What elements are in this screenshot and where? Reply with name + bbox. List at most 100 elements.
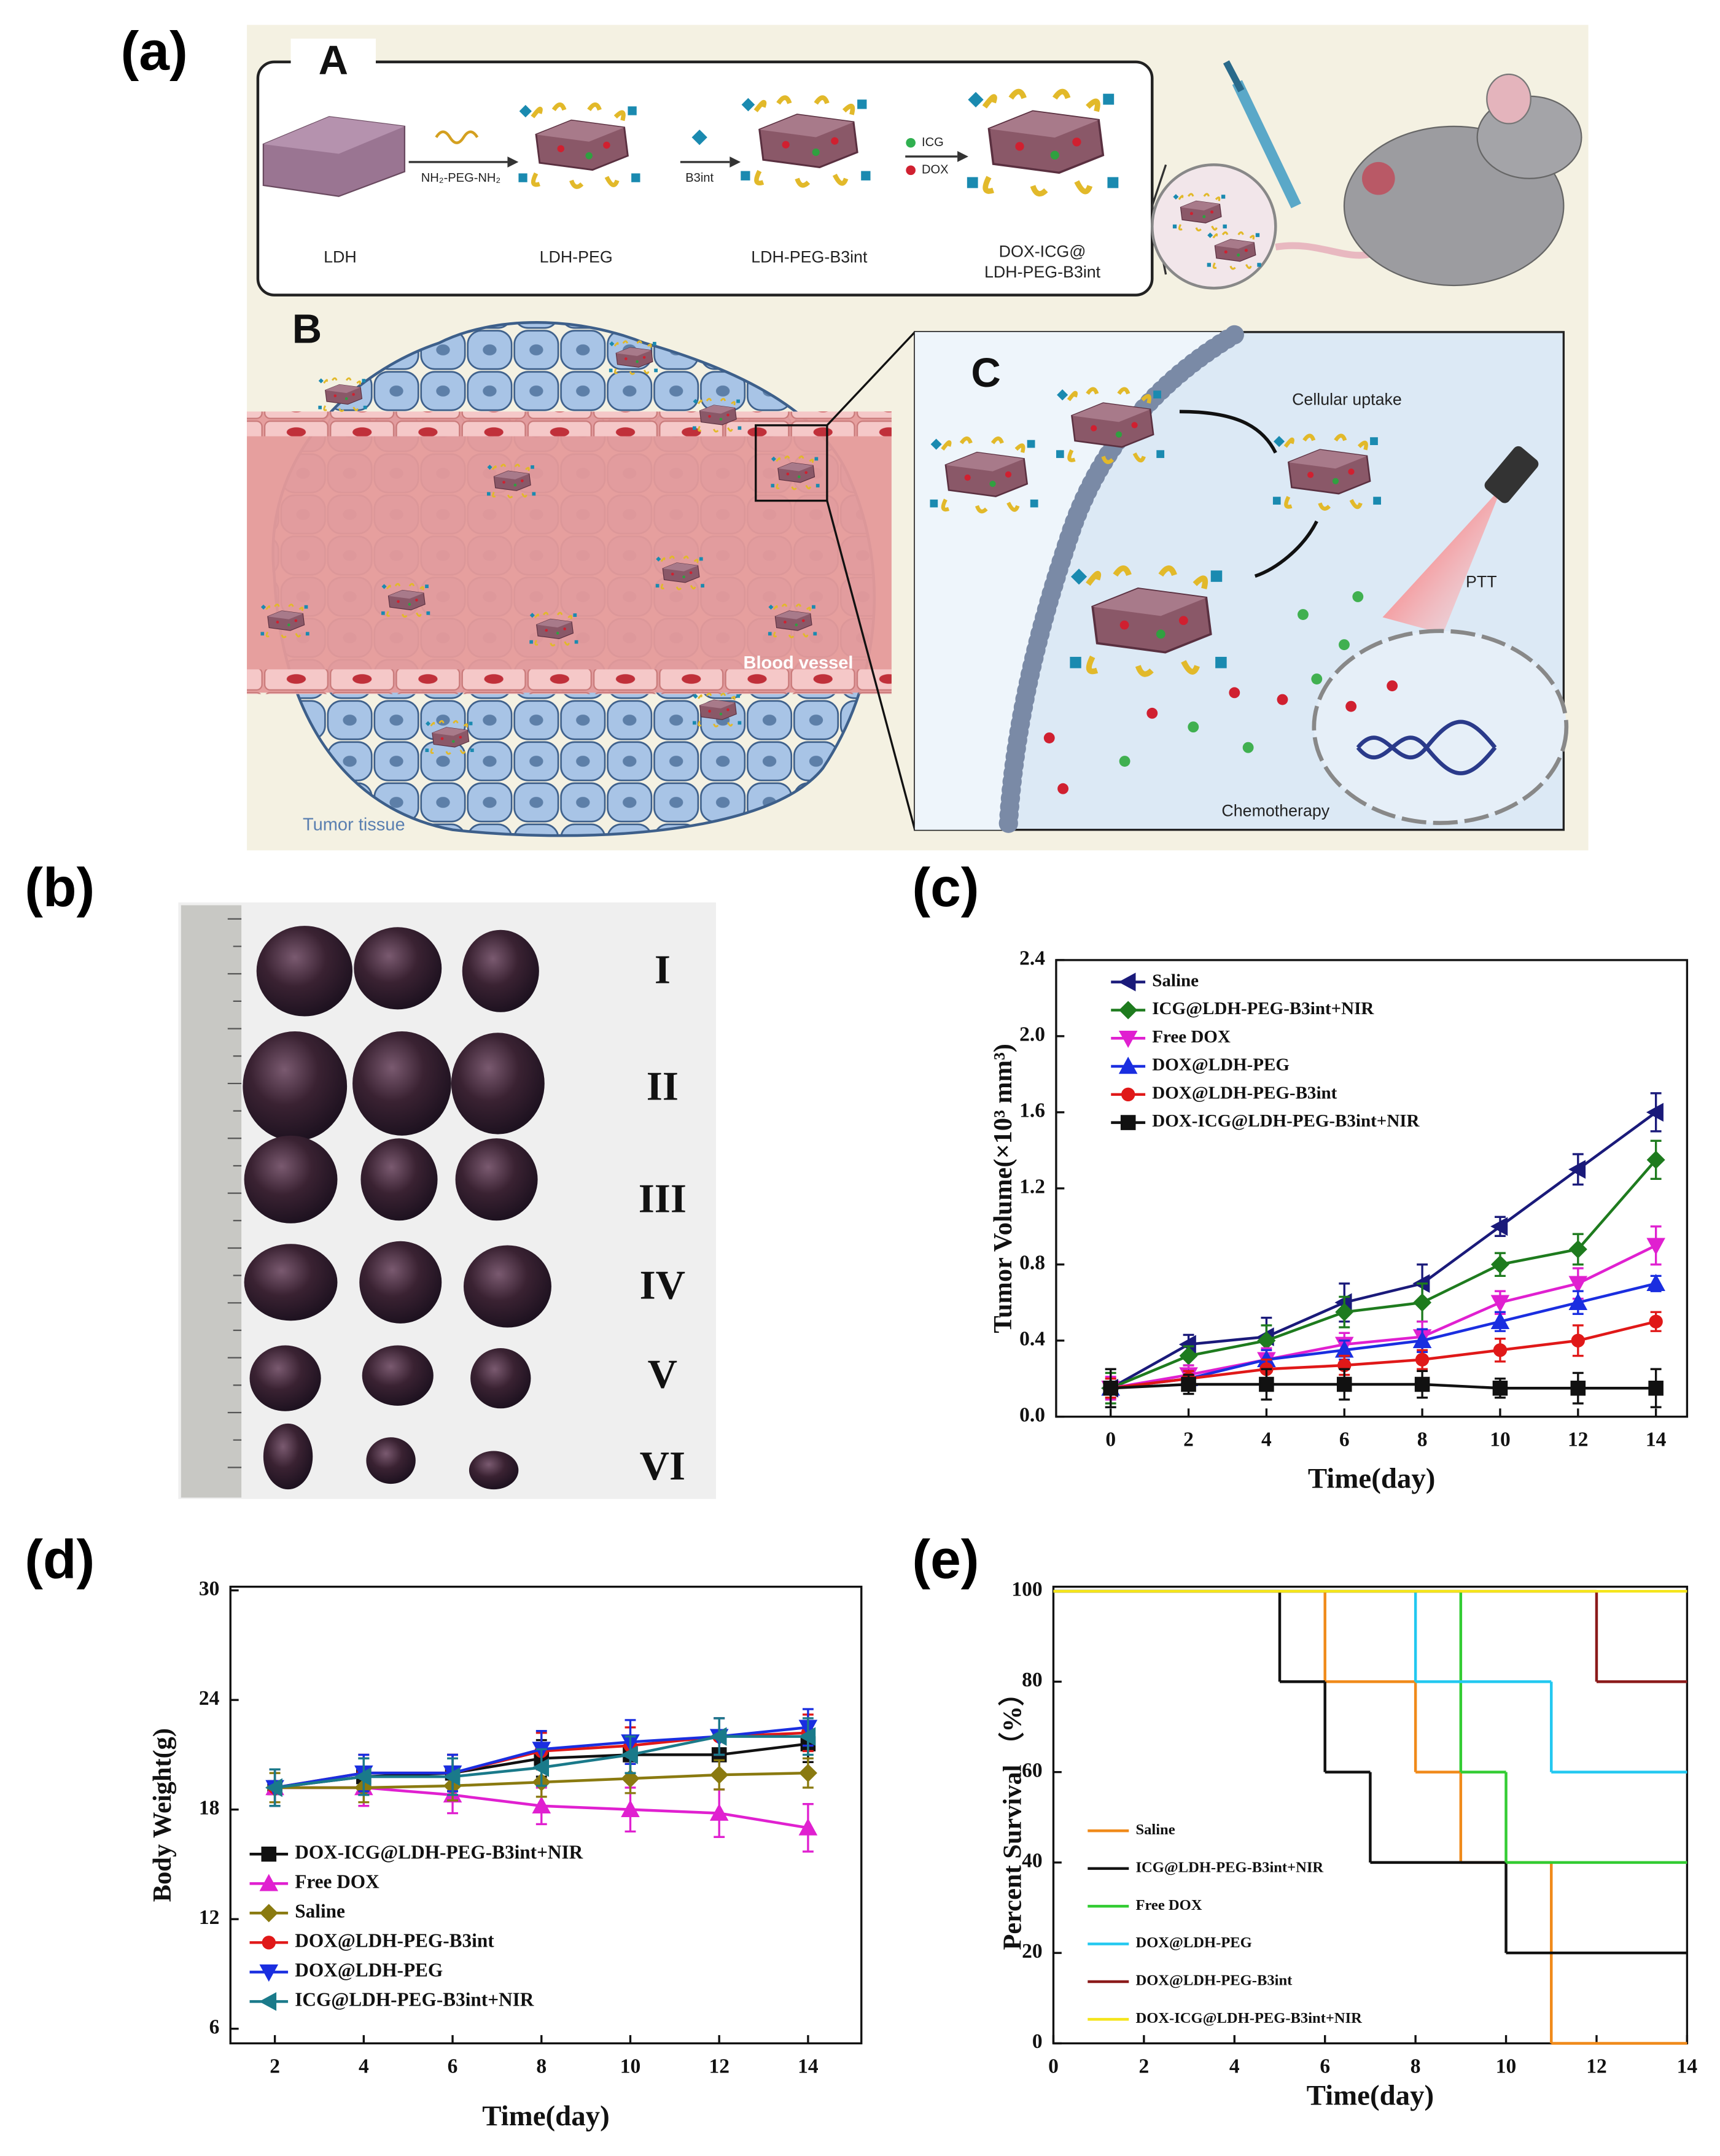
ruler bbox=[181, 905, 242, 1498]
x-tick-label: 14 bbox=[798, 2055, 819, 2077]
scheme-cell: C Cellular uptake PTT Chemotherapy bbox=[914, 325, 1569, 839]
arrow bbox=[957, 151, 968, 162]
box-label: B bbox=[292, 306, 322, 352]
dox-icon bbox=[906, 165, 916, 176]
marker bbox=[1103, 1380, 1118, 1396]
scheme-text: PTT bbox=[1466, 573, 1497, 591]
tumor bbox=[256, 926, 353, 1017]
marker bbox=[1493, 1343, 1508, 1357]
x-tick-label: 4 bbox=[1229, 2055, 1240, 2077]
marker bbox=[709, 1727, 727, 1746]
marker bbox=[709, 1803, 729, 1821]
panel-label: (b) bbox=[25, 856, 95, 918]
drug-molecules bbox=[1043, 591, 1398, 794]
dna bbox=[1356, 719, 1497, 775]
marker bbox=[261, 1846, 277, 1862]
arrow bbox=[507, 156, 519, 168]
marker bbox=[1179, 1346, 1198, 1365]
marker bbox=[1259, 1376, 1274, 1392]
panel-label: (a) bbox=[121, 20, 188, 81]
scheme-text: LDH-PEG-B3int bbox=[751, 247, 868, 266]
marker bbox=[1414, 1376, 1430, 1392]
scheme-text: LDH-PEG-B3int bbox=[984, 263, 1101, 281]
legend-label: Saline bbox=[1135, 1821, 1175, 1838]
tumor bbox=[263, 1423, 313, 1490]
peg-icon bbox=[435, 130, 479, 144]
legend-label: DOX@LDH-PEG-B3int bbox=[295, 1929, 494, 1951]
marker bbox=[1415, 1352, 1430, 1367]
x-tick-label: 10 bbox=[620, 2055, 641, 2077]
zoom-box bbox=[755, 424, 828, 502]
marker bbox=[1570, 1380, 1586, 1396]
panel-label: (e) bbox=[912, 1528, 979, 1589]
syringe bbox=[1232, 80, 1301, 209]
marker bbox=[1336, 1376, 1352, 1392]
marker bbox=[1412, 1331, 1432, 1349]
group-label: III bbox=[639, 1176, 687, 1222]
marker bbox=[1568, 1160, 1586, 1179]
nucleus bbox=[1312, 629, 1569, 825]
arrow bbox=[1179, 409, 1277, 454]
legend-label: DOX@LDH-PEG-B3int bbox=[1152, 1083, 1337, 1103]
scheme-text: Chemotherapy bbox=[1221, 802, 1329, 820]
y-tick-label: 100 bbox=[1011, 1578, 1042, 1601]
scheme-text: Tumor tissue bbox=[303, 815, 405, 835]
y-tick-label: 2.0 bbox=[1019, 1023, 1045, 1046]
marker bbox=[1571, 1333, 1585, 1348]
x-tick-label: 4 bbox=[1261, 1429, 1272, 1451]
marker bbox=[1646, 1274, 1665, 1292]
y-tick-label: 0.0 bbox=[1019, 1403, 1045, 1426]
scheme-text: DOX-ICG@ bbox=[999, 242, 1086, 260]
marker bbox=[354, 1767, 372, 1786]
legend-label: DOX-ICG@LDH-PEG-B3int+NIR bbox=[1135, 2010, 1362, 2026]
scheme-text: LDH-PEG bbox=[540, 247, 613, 266]
y-tick-label: 60 bbox=[1022, 1759, 1043, 1782]
mouse-ear bbox=[1486, 73, 1531, 125]
series-line bbox=[1110, 1320, 1657, 1390]
y-tick-label: 40 bbox=[1022, 1850, 1043, 1872]
x-tick-label: 2 bbox=[1183, 1429, 1194, 1451]
x-tick-label: 12 bbox=[1568, 1429, 1588, 1451]
membrane bbox=[998, 325, 1244, 839]
icg-icon bbox=[906, 138, 916, 148]
legend-label: ICG@LDH-PEG-B3int+NIR bbox=[1135, 1859, 1323, 1875]
x-tick-label: 2 bbox=[1138, 2055, 1149, 2077]
group-label: I bbox=[655, 947, 671, 993]
y-tick-label: 30 bbox=[199, 1577, 220, 1600]
group-label: II bbox=[647, 1063, 679, 1109]
plot-frame bbox=[229, 1586, 863, 2045]
marker bbox=[259, 1964, 279, 1982]
marker bbox=[621, 1799, 640, 1817]
plot-frame bbox=[1052, 1586, 1689, 2045]
tumor bbox=[451, 1033, 545, 1134]
tumor bbox=[362, 1345, 434, 1406]
x-tick-label: 6 bbox=[448, 2055, 458, 2077]
x-tick-label: 0 bbox=[1048, 2055, 1059, 2077]
scheme-text: LDH bbox=[324, 247, 357, 266]
legend-label: DOX@LDH-PEG-B3int bbox=[1135, 1972, 1293, 1989]
x-tick-label: 8 bbox=[1417, 1429, 1428, 1451]
x-tick-label: 14 bbox=[1646, 1429, 1667, 1451]
marker bbox=[1181, 1376, 1196, 1392]
series-line bbox=[1110, 1282, 1657, 1390]
legend-label: ICG@LDH-PEG-B3int+NIR bbox=[295, 1989, 534, 2011]
x-axis-title: Time(day) bbox=[1308, 1462, 1436, 1494]
tumor bbox=[463, 1245, 551, 1328]
y-axis-title: Body Weight(g) bbox=[148, 1728, 177, 1902]
laser bbox=[1484, 446, 1539, 503]
tumor bbox=[352, 1031, 451, 1136]
x-tick-label: 10 bbox=[1496, 2055, 1517, 2077]
y-tick-label: 12 bbox=[199, 1906, 220, 1929]
series-line bbox=[1110, 1244, 1657, 1390]
tumor-photo: I II III IV V VI bbox=[178, 902, 716, 1499]
y-tick-label: 0.4 bbox=[1019, 1327, 1045, 1350]
legend-label: Free DOX bbox=[1135, 1897, 1202, 1914]
legend-label: DOX@LDH-PEG bbox=[1152, 1055, 1290, 1075]
x-tick-label: 8 bbox=[536, 2055, 547, 2077]
label-backing bbox=[290, 38, 376, 88]
marker bbox=[798, 1727, 816, 1746]
scheme-text: B3int bbox=[685, 171, 714, 185]
group-label: VI bbox=[640, 1443, 685, 1489]
marker bbox=[1118, 1057, 1138, 1074]
